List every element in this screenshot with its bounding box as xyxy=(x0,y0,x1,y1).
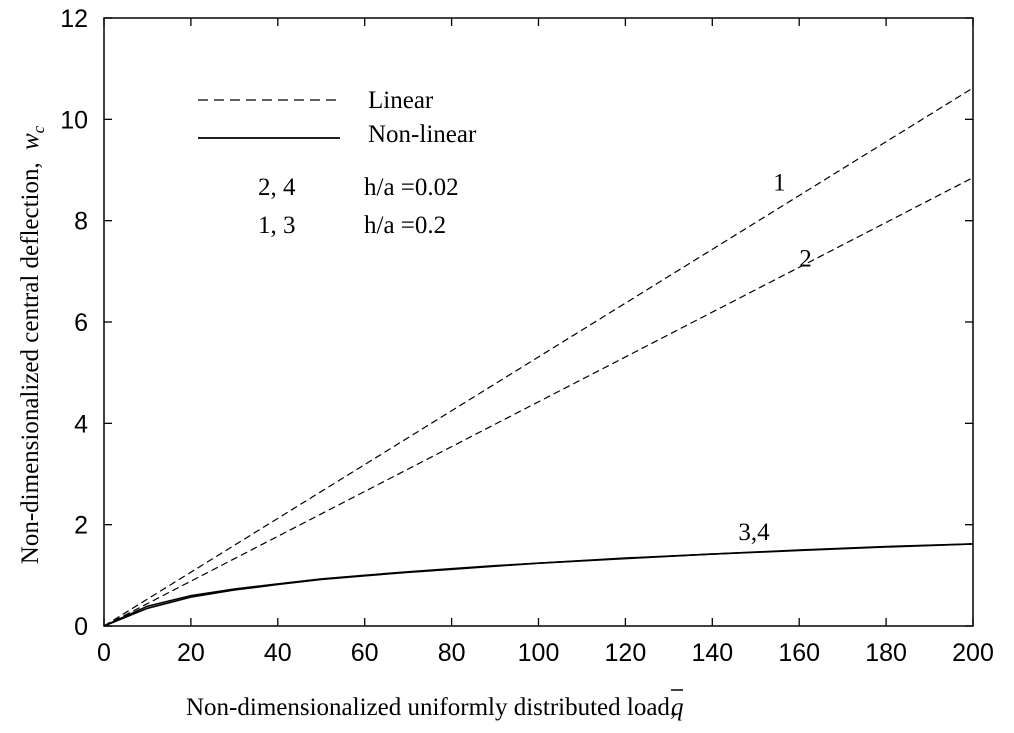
y-axis-label-symbol: w xyxy=(17,133,44,150)
curve-label: 3,4 xyxy=(738,519,770,546)
series-line-1 xyxy=(103,87,974,627)
legend-note-curves-2: 1, 3 xyxy=(258,212,296,239)
x-axis-label-symbol: q xyxy=(671,694,684,721)
legend: Linear Non-linear 2, 4 h/a =0.02 1, 3 h/… xyxy=(198,87,477,239)
y-tick-label: 8 xyxy=(74,208,88,236)
curve-annotations: 123,4 xyxy=(738,169,811,546)
y-tick-label: 10 xyxy=(60,106,88,134)
y-axis-label: Non-dimensionalized central deflection, … xyxy=(17,125,48,564)
curve-label: 2 xyxy=(799,245,812,272)
y-axis-label-text: Non-dimensionalized central deflection, xyxy=(17,162,44,564)
y-tick-label: 4 xyxy=(74,410,88,438)
y-tick-label: 12 xyxy=(60,5,88,33)
legend-note-curves-1: 2, 4 xyxy=(258,174,296,201)
y-tick-label: 2 xyxy=(74,512,88,540)
series-line-3 xyxy=(103,543,974,627)
legend-note-param-1: h/a =0.02 xyxy=(364,174,459,201)
x-axis-label-text: Non-dimensionalized uniformly distribute… xyxy=(186,694,676,721)
series-line-2 xyxy=(103,177,974,627)
y-tick-label: 0 xyxy=(74,613,88,641)
x-tick-label: 20 xyxy=(177,639,205,667)
curve-label: 1 xyxy=(773,169,786,196)
x-tick-label: 60 xyxy=(351,639,379,667)
legend-note-param-2: h/a =0.2 xyxy=(364,212,446,239)
x-tick-label: 0 xyxy=(97,639,111,667)
x-tick-label: 200 xyxy=(952,639,994,667)
plot-frame xyxy=(103,17,974,627)
y-tick-label: 6 xyxy=(74,309,88,337)
x-tick-label: 140 xyxy=(691,639,733,667)
x-tick-label: 40 xyxy=(264,639,292,667)
x-tick-label: 120 xyxy=(605,639,647,667)
x-tick-label: 180 xyxy=(865,639,907,667)
x-tick-label: 160 xyxy=(778,639,820,667)
series-group xyxy=(103,87,974,627)
x-axis-label: Non-dimensionalized uniformly distribute… xyxy=(186,689,684,721)
x-axis-ticks: 0 20 40 60 80 100 120 140 160 180 200 xyxy=(97,18,994,667)
series-line-4 xyxy=(103,543,974,627)
y-axis-label-subscript: c xyxy=(29,125,48,133)
y-axis-label-text-wrap: Non-dimensionalized central deflection, … xyxy=(17,125,48,564)
x-tick-label: 100 xyxy=(518,639,560,667)
legend-linear-label: Linear xyxy=(368,87,434,114)
x-tick-label: 80 xyxy=(438,639,466,667)
legend-nonlinear-label: Non-linear xyxy=(368,121,477,148)
